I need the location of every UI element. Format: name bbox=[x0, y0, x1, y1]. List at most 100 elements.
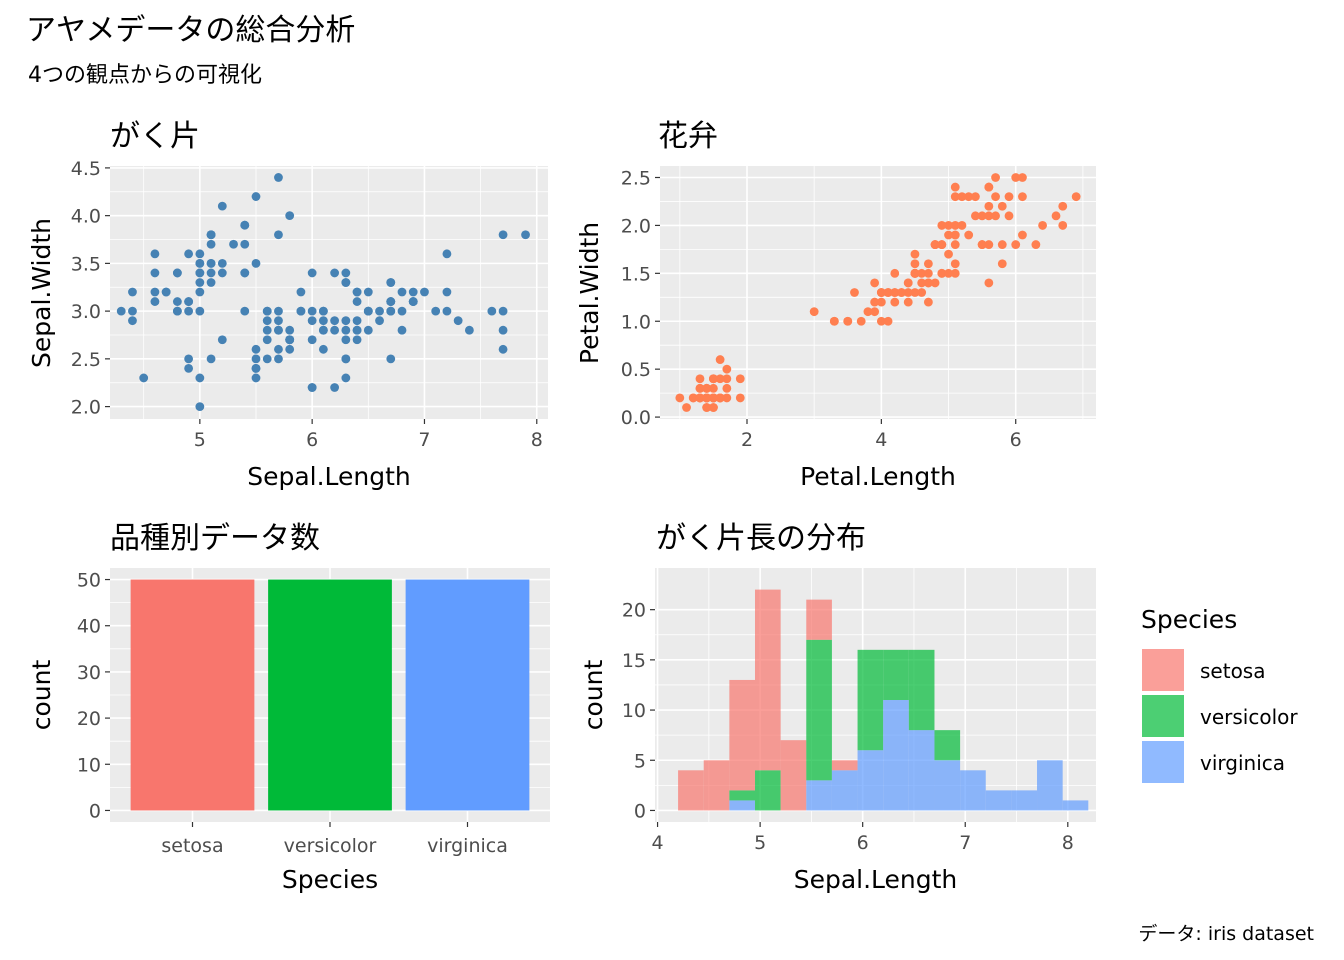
data-point bbox=[206, 354, 216, 364]
data-point bbox=[863, 307, 873, 317]
hist-bar-setosa bbox=[703, 760, 730, 811]
hist-bar-virginica bbox=[934, 760, 961, 811]
x-tick-label: setosa bbox=[161, 835, 223, 857]
petal-scatter-panel: 花弁 Petal.Length Petal.Width 0.0 0.5 1.0 1.5 2.0… bbox=[575, 119, 1096, 491]
data-point bbox=[722, 383, 732, 393]
panel-background bbox=[110, 166, 548, 419]
data-point bbox=[420, 287, 429, 297]
y-tick-label: 2.0 bbox=[71, 397, 101, 419]
data-point bbox=[856, 316, 866, 326]
x-tick-label: 4 bbox=[652, 832, 664, 854]
data-point bbox=[285, 325, 295, 335]
hist-bar-virginica bbox=[985, 790, 1012, 811]
data-point bbox=[251, 258, 261, 268]
data-point bbox=[944, 249, 953, 259]
y-tick-label: 3.0 bbox=[71, 301, 101, 323]
y-tick-label: 30 bbox=[77, 662, 101, 684]
data-point bbox=[274, 173, 283, 182]
data-point bbox=[172, 268, 182, 278]
data-point bbox=[274, 316, 283, 326]
data-point bbox=[274, 344, 283, 354]
y-axis-title: count bbox=[579, 660, 608, 731]
data-point bbox=[184, 306, 194, 316]
data-point bbox=[318, 316, 328, 326]
data-point bbox=[876, 297, 886, 307]
data-point bbox=[206, 268, 216, 278]
data-point bbox=[195, 249, 205, 259]
y-tick-label: 4.0 bbox=[71, 206, 101, 228]
data-point bbox=[715, 374, 725, 384]
data-point bbox=[883, 316, 893, 326]
data-point bbox=[890, 297, 900, 307]
figure-caption: データ: iris dataset bbox=[1138, 923, 1314, 945]
data-point bbox=[809, 307, 819, 317]
x-tick-label: 6 bbox=[857, 832, 869, 854]
data-point bbox=[890, 288, 900, 297]
data-point bbox=[296, 306, 306, 316]
y-axis-title: Sepal.Width bbox=[27, 218, 56, 368]
hist-bar-setosa bbox=[729, 679, 755, 791]
data-point bbox=[285, 344, 295, 354]
data-point bbox=[341, 278, 351, 287]
data-point bbox=[890, 268, 900, 278]
data-point bbox=[262, 306, 272, 316]
data-point bbox=[307, 316, 317, 326]
data-point bbox=[964, 192, 974, 202]
data-point bbox=[498, 325, 508, 335]
data-point bbox=[397, 325, 407, 335]
data-point bbox=[341, 325, 351, 335]
data-point bbox=[341, 373, 351, 383]
data-point bbox=[984, 201, 994, 211]
y-tick-label: 40 bbox=[77, 616, 101, 638]
data-point bbox=[307, 335, 317, 345]
data-point bbox=[330, 316, 340, 326]
data-point bbox=[722, 393, 732, 403]
sepal-length-histogram-panel: がく片長の分布 Sepal.Length count 0 5 10 15 20 4 5 6 7 8 bbox=[579, 521, 1096, 894]
data-point bbox=[1031, 240, 1041, 249]
data-point bbox=[964, 230, 974, 240]
legend-key-virginica bbox=[1140, 739, 1186, 785]
data-point bbox=[150, 268, 160, 278]
data-point bbox=[195, 287, 205, 297]
data-point bbox=[971, 192, 980, 202]
data-point bbox=[709, 393, 718, 403]
data-point bbox=[217, 258, 227, 268]
data-point bbox=[330, 325, 340, 335]
data-point bbox=[957, 192, 967, 202]
data-point bbox=[352, 297, 362, 306]
data-point bbox=[116, 306, 126, 316]
x-tick-label: 8 bbox=[1062, 832, 1074, 854]
data-point bbox=[128, 306, 137, 316]
legend-label-versicolor: versicolor bbox=[1200, 705, 1298, 729]
data-point bbox=[195, 258, 205, 268]
hist-bar-versicolor bbox=[729, 790, 755, 801]
data-point bbox=[240, 268, 250, 278]
data-point bbox=[682, 403, 691, 412]
data-point bbox=[386, 297, 396, 306]
data-point bbox=[1004, 192, 1014, 202]
hist-bar-virginica bbox=[831, 770, 858, 811]
hist-bar-virginica bbox=[908, 730, 935, 811]
data-point bbox=[1018, 192, 1027, 202]
y-tick-label: 10 bbox=[622, 700, 646, 722]
data-point bbox=[722, 364, 732, 374]
x-axis-title: Petal.Length bbox=[800, 462, 956, 491]
data-point bbox=[172, 297, 182, 306]
data-point bbox=[944, 221, 953, 230]
data-point bbox=[735, 393, 745, 403]
data-point bbox=[442, 287, 452, 297]
data-point bbox=[386, 306, 396, 316]
data-point bbox=[386, 278, 396, 287]
data-point bbox=[923, 259, 933, 269]
data-point bbox=[930, 240, 940, 249]
data-point bbox=[910, 268, 920, 278]
data-point bbox=[937, 221, 947, 230]
data-point bbox=[903, 278, 913, 288]
data-point bbox=[251, 354, 261, 364]
data-point bbox=[397, 287, 407, 297]
data-point bbox=[883, 288, 893, 297]
data-point bbox=[977, 211, 987, 221]
y-tick-label: 3.5 bbox=[71, 253, 101, 275]
data-point bbox=[341, 268, 351, 278]
